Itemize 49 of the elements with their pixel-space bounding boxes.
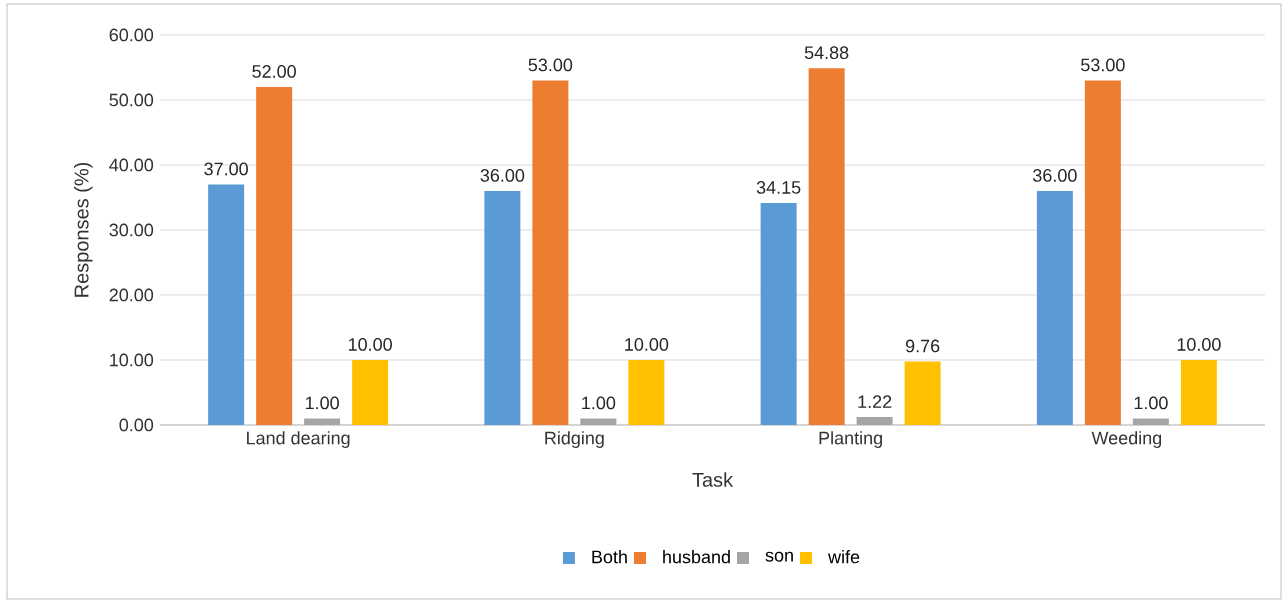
bar bbox=[760, 203, 797, 425]
bar bbox=[532, 80, 569, 425]
x-tick-label: Land dearing bbox=[247, 431, 350, 448]
y-tick-label: 20.00 bbox=[109, 288, 154, 302]
bar bbox=[580, 418, 617, 425]
bar bbox=[208, 184, 245, 425]
y-tick-label: 60.00 bbox=[109, 28, 154, 42]
y-tick-label: 40.00 bbox=[109, 158, 154, 172]
y-tick-label: 0.00 bbox=[119, 418, 154, 432]
bar bbox=[856, 417, 893, 425]
data-label: 53.00 bbox=[1081, 58, 1125, 72]
x-tick-label: Weeding bbox=[1091, 431, 1162, 448]
data-label: 10.00 bbox=[625, 338, 669, 351]
y-tick-label: 50.00 bbox=[109, 93, 154, 107]
data-label: 37.00 bbox=[204, 162, 248, 176]
data-label: 34.15 bbox=[756, 181, 801, 194]
data-label: 1.22 bbox=[858, 395, 892, 408]
bar bbox=[256, 87, 293, 425]
data-label: 53.00 bbox=[528, 58, 573, 72]
x-axis-title: Task bbox=[692, 472, 734, 487]
legend-label: Both bbox=[592, 550, 627, 564]
legend-label: wife bbox=[828, 550, 860, 564]
legend-label: husband bbox=[663, 550, 730, 564]
bar bbox=[352, 360, 389, 425]
bar bbox=[808, 68, 845, 425]
bar bbox=[1132, 418, 1169, 425]
data-label: 54.88 bbox=[804, 46, 849, 60]
y-tick-label: 10.00 bbox=[110, 353, 154, 367]
x-tick-label: Planting bbox=[819, 431, 882, 448]
bar bbox=[1036, 191, 1073, 425]
bar bbox=[1084, 80, 1121, 425]
data-label: 10.00 bbox=[348, 338, 392, 351]
bar bbox=[484, 191, 521, 425]
y-tick-label: 30.00 bbox=[109, 223, 154, 237]
bar bbox=[904, 361, 941, 425]
data-label: 1.00 bbox=[1134, 396, 1168, 410]
x-tick-label: Ridging bbox=[545, 431, 604, 448]
data-label: 36.00 bbox=[480, 169, 525, 182]
legend-label: son bbox=[765, 551, 793, 562]
y-axis-title: Responses (%) bbox=[73, 162, 93, 297]
data-label: 9.76 bbox=[905, 339, 940, 353]
bar bbox=[628, 360, 665, 425]
data-label: 10.00 bbox=[1177, 338, 1221, 351]
data-label: 52.00 bbox=[252, 65, 296, 78]
bar bbox=[1180, 360, 1217, 425]
data-label: 1.00 bbox=[582, 396, 616, 410]
bar bbox=[304, 418, 341, 425]
data-label: 36.00 bbox=[1033, 169, 1077, 182]
data-label: 1.00 bbox=[305, 396, 339, 410]
